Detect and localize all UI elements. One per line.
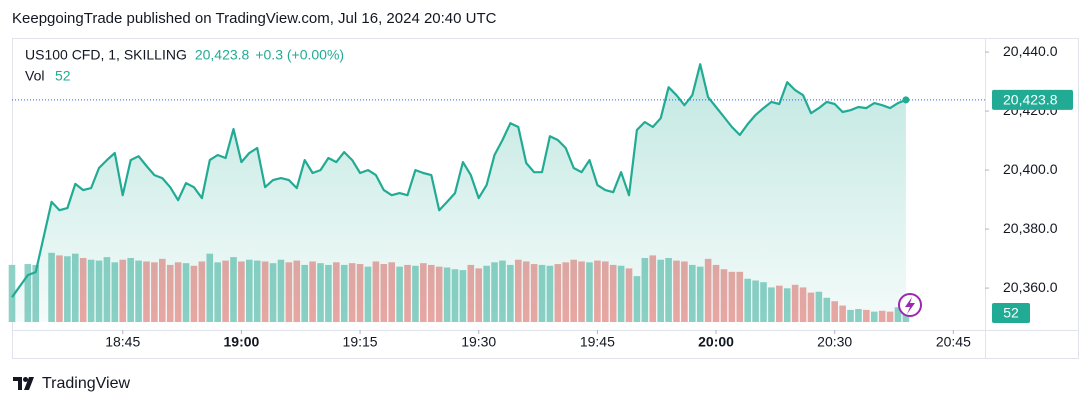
- price-tag: [992, 89, 1073, 110]
- chart-frame: [12, 38, 1079, 359]
- y-tick-label: 20,400.0: [1003, 161, 1058, 177]
- x-tick-label: 19:45: [580, 334, 615, 350]
- x-tick-label: 20:45: [936, 334, 971, 350]
- y-tick-label: 20,380.0: [1003, 220, 1058, 236]
- x-tick-label: 19:15: [343, 334, 378, 350]
- plot-area: [8, 51, 989, 334]
- price-line: [11, 63, 907, 298]
- x-tick-label: 20:00: [698, 334, 734, 350]
- x-tick-label: 19:00: [224, 334, 260, 350]
- overlay: 20,360.020,380.020,400.020,420.020,440.0…: [105, 43, 1073, 350]
- volume-tag: [992, 303, 1030, 324]
- volume-bar: [8, 264, 16, 322]
- price-area: [12, 64, 906, 322]
- legend-change: +0.3 (+0.00%): [255, 47, 344, 63]
- legend-symbol: US100 CFD, 1, SKILLING: [25, 47, 187, 63]
- y-tick-label: 20,440.0: [1003, 43, 1058, 59]
- volume-tag-label: 52: [1003, 305, 1019, 321]
- footer-brand: TradingView: [42, 375, 130, 392]
- x-tick-label: 18:45: [105, 334, 140, 350]
- legend-vol-label: Vol: [25, 68, 44, 84]
- last-price-dot: [902, 96, 910, 104]
- price-tag-label: 20,423.8: [1003, 92, 1058, 108]
- legend-vol-value: 52: [55, 68, 71, 84]
- x-tick-label: 20:30: [817, 334, 852, 350]
- legend-price: 20,423.8: [195, 47, 250, 63]
- x-tick-label: 19:30: [461, 334, 496, 350]
- lightning-icon: [898, 293, 922, 317]
- tradingview-logo: [13, 377, 34, 390]
- publish-header: KeepgoingTrade published on TradingView.…: [12, 10, 497, 27]
- y-tick-label: 20,360.0: [1003, 279, 1058, 295]
